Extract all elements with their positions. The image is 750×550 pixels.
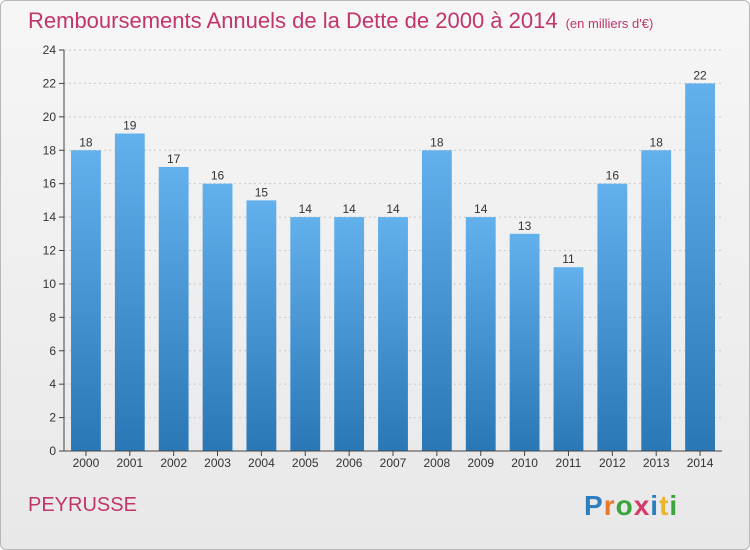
logo-letter: i (669, 490, 679, 521)
bar-value-label: 16 (606, 169, 620, 183)
x-tick-label: 2001 (116, 456, 143, 470)
bar-value-label: 17 (167, 152, 181, 166)
y-tick-label: 16 (43, 177, 57, 191)
x-tick-label: 2010 (511, 456, 538, 470)
y-tick-label: 14 (43, 210, 57, 224)
bar-value-label: 18 (79, 135, 93, 149)
x-tick-label: 2013 (643, 456, 670, 470)
bar[interactable] (465, 217, 496, 451)
bar-value-label: 15 (255, 185, 269, 199)
bar-value-label: 14 (386, 202, 400, 216)
bar[interactable] (290, 217, 321, 451)
bar[interactable] (71, 150, 101, 451)
x-tick-label: 2007 (380, 456, 407, 470)
logo-letter: x (633, 490, 651, 521)
y-tick-label: 20 (43, 110, 57, 124)
bar-value-label: 14 (299, 202, 313, 216)
bar-value-label: 22 (693, 68, 707, 82)
y-tick-label: 0 (49, 444, 56, 458)
y-tick-label: 10 (43, 277, 57, 291)
x-tick-label: 2012 (599, 456, 626, 470)
x-tick-label: 2002 (160, 456, 187, 470)
y-tick-label: 8 (49, 310, 56, 324)
bar-value-label: 18 (650, 135, 664, 149)
y-tick-label: 12 (43, 244, 57, 258)
logo-letter: o (615, 490, 634, 521)
bar[interactable] (246, 200, 277, 451)
x-tick-label: 2000 (73, 456, 100, 470)
x-tick-label: 2008 (424, 456, 451, 470)
proxiti-logo[interactable]: Proxiti (584, 490, 678, 522)
bar[interactable] (158, 166, 189, 452)
bar[interactable] (553, 267, 584, 451)
bar[interactable] (641, 150, 672, 451)
bar[interactable] (378, 217, 408, 451)
x-tick-label: 2004 (248, 456, 275, 470)
logo-letter: r (603, 490, 616, 521)
chart-title: Remboursements Annuels de la Dette de 20… (28, 8, 653, 34)
y-tick-label: 22 (43, 76, 57, 90)
bar[interactable] (202, 183, 233, 451)
x-tick-label: 2011 (556, 456, 582, 470)
y-tick-label: 6 (49, 344, 56, 358)
bar-value-label: 19 (123, 119, 137, 133)
y-tick-label: 18 (43, 143, 57, 157)
bar-value-label: 14 (474, 202, 488, 216)
place-name: PEYRUSSE (28, 494, 137, 516)
bar[interactable] (509, 233, 540, 451)
x-tick-label: 2003 (204, 456, 231, 470)
title-text: Remboursements Annuels de la Dette de 20… (28, 8, 558, 33)
x-tick-label: 2009 (467, 456, 494, 470)
logo-letter: t (659, 490, 670, 521)
y-tick-label: 2 (49, 411, 56, 425)
bar-value-label: 11 (562, 252, 575, 266)
x-tick-label: 2014 (687, 456, 714, 470)
bar[interactable] (114, 133, 145, 451)
bar-value-label: 16 (211, 169, 225, 183)
y-tick-label: 4 (49, 377, 56, 391)
bar[interactable] (685, 83, 715, 452)
logo-letter: i (650, 490, 660, 521)
bar[interactable] (421, 150, 452, 451)
bar[interactable] (597, 183, 628, 451)
x-tick-label: 2005 (292, 456, 319, 470)
bar-value-label: 14 (342, 202, 356, 216)
logo-letter: P (584, 490, 604, 521)
y-tick-label: 24 (43, 43, 57, 57)
bar[interactable] (334, 217, 365, 451)
unit-label: (en milliers d'€) (565, 16, 654, 31)
bar-value-label: 13 (518, 219, 532, 233)
bar-value-label: 18 (430, 135, 444, 149)
x-tick-label: 2006 (336, 456, 363, 470)
